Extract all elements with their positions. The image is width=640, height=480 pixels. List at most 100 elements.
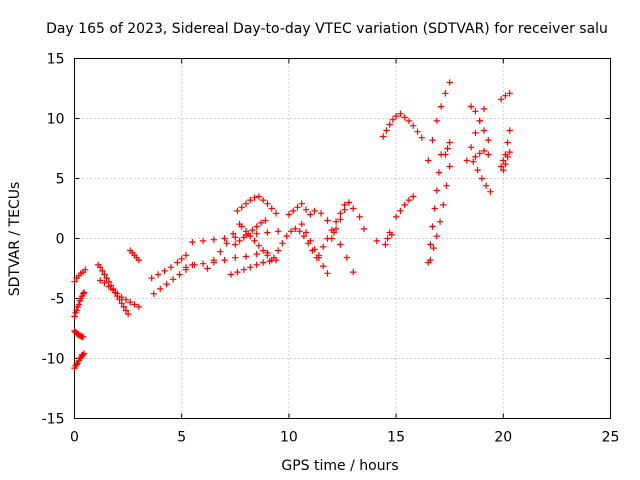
data-point — [247, 196, 254, 204]
data-point — [182, 252, 190, 259]
data-point — [210, 256, 218, 264]
data-point — [350, 268, 357, 276]
data-point — [101, 279, 108, 287]
data-point — [80, 350, 88, 357]
data-point — [283, 232, 290, 240]
data-point — [99, 267, 106, 275]
data-point — [109, 286, 117, 294]
data-point — [240, 266, 248, 273]
data-point — [71, 313, 78, 320]
data-point — [443, 182, 450, 189]
data-point — [79, 333, 87, 341]
data-point — [414, 128, 421, 135]
data-point — [178, 255, 185, 263]
data-point — [232, 234, 239, 241]
data-point — [320, 243, 327, 251]
data-point — [405, 117, 413, 125]
data-points — [71, 79, 513, 372]
data-point — [118, 294, 125, 301]
data-point — [474, 166, 481, 174]
data-point — [118, 300, 125, 307]
data-point — [307, 237, 314, 245]
data-point — [389, 116, 397, 123]
data-point — [427, 256, 434, 264]
data-point — [472, 129, 479, 137]
y-tick-label: 0 — [56, 232, 65, 248]
data-point — [504, 153, 511, 161]
data-point — [199, 237, 207, 245]
data-point — [506, 148, 513, 156]
data-point — [287, 228, 295, 235]
data-point — [373, 237, 381, 245]
x-tick-label: 20 — [494, 430, 512, 446]
data-point — [255, 242, 263, 249]
data-point — [446, 79, 453, 86]
data-point — [76, 355, 84, 362]
data-point — [124, 310, 132, 318]
x-tick-label: 5 — [177, 430, 186, 446]
data-point — [476, 117, 483, 125]
data-point — [274, 247, 282, 254]
axis-ticks — [74, 58, 611, 419]
data-point — [227, 271, 235, 278]
data-point — [135, 256, 143, 264]
data-point — [298, 220, 305, 228]
y-tick-label: -10 — [42, 352, 65, 368]
data-point — [337, 210, 344, 217]
data-point — [480, 127, 488, 134]
x-tick-label: 15 — [387, 430, 405, 446]
data-point — [274, 228, 282, 235]
data-point — [135, 303, 143, 311]
data-point — [470, 158, 477, 165]
data-point — [247, 232, 254, 240]
data-point — [223, 240, 230, 247]
data-point — [157, 285, 164, 293]
data-point — [324, 217, 331, 224]
data-point — [410, 122, 417, 129]
data-point — [472, 153, 479, 161]
data-point — [320, 262, 327, 270]
data-point — [436, 218, 444, 225]
data-point — [350, 205, 357, 212]
data-point — [242, 253, 250, 260]
data-point — [163, 280, 170, 288]
y-tick-label: 15 — [47, 52, 65, 68]
data-point — [122, 307, 130, 314]
data-point — [328, 226, 335, 234]
data-point — [482, 182, 490, 189]
data-point — [253, 223, 260, 230]
data-point — [315, 252, 323, 259]
data-point — [383, 127, 390, 134]
y-axis-tick-labels: -15 -10 -5 0 5 10 15 — [42, 52, 65, 428]
data-point — [337, 241, 344, 248]
data-point — [204, 265, 211, 272]
data-point — [189, 238, 196, 246]
data-point — [122, 296, 130, 303]
data-point — [392, 213, 400, 221]
data-point — [232, 254, 239, 261]
data-point — [242, 228, 250, 235]
data-point — [210, 236, 218, 243]
y-axis-label: SDTVAR / TECUs — [7, 182, 23, 297]
data-point — [435, 169, 443, 176]
data-point — [384, 235, 391, 242]
data-point — [294, 204, 301, 211]
data-point — [328, 235, 335, 242]
data-point — [506, 127, 513, 134]
data-point — [259, 259, 267, 266]
data-point — [270, 254, 278, 261]
data-point — [279, 240, 286, 247]
data-point — [463, 157, 471, 164]
chart-title: Day 165 of 2023, Sidereal Day-to-day VTE… — [46, 21, 608, 37]
data-point — [388, 231, 396, 239]
data-point — [73, 361, 80, 368]
data-point — [253, 261, 260, 269]
data-point — [257, 219, 265, 227]
data-point — [264, 252, 271, 259]
data-point — [433, 117, 441, 125]
data-point — [300, 232, 308, 240]
data-point — [101, 271, 108, 278]
x-axis-tick-labels: 0 5 10 15 20 25 — [70, 430, 619, 446]
data-point — [150, 290, 158, 297]
